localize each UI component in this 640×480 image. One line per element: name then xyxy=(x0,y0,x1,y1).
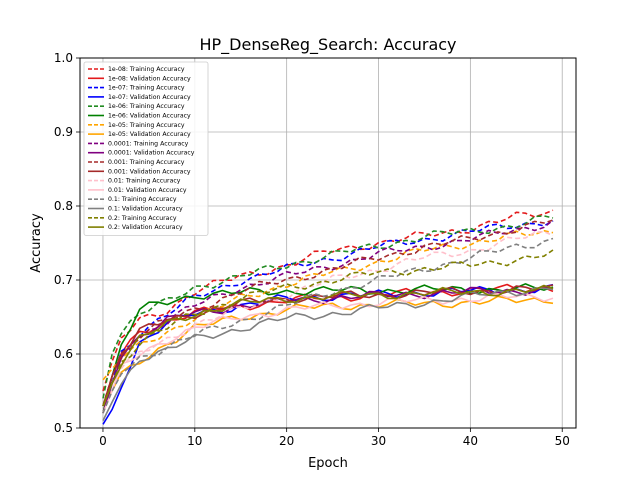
y-tick-label: 1.0 xyxy=(54,51,73,65)
legend-label: 0.01: Training Accuracy xyxy=(108,178,181,185)
x-tick-label: 30 xyxy=(371,434,386,448)
y-tick-label: 0.6 xyxy=(54,347,73,361)
series-line xyxy=(102,215,554,399)
axis-ticks: 0 10 20 30 40 50 0.5 0.6 0.7 0.8 0.9 1.0 xyxy=(54,51,570,448)
series-line xyxy=(102,209,554,392)
x-tick-label: 10 xyxy=(187,434,202,448)
plot-frame xyxy=(79,57,577,429)
series-lines xyxy=(102,209,554,425)
series-line xyxy=(102,229,554,381)
x-tick-label: 40 xyxy=(463,434,478,448)
legend-label: 1e-08: Validation Accuracy xyxy=(108,75,191,82)
legend: 1e-08: Training Accuracy 1e-08: Validatio… xyxy=(83,61,209,236)
legend-label: 0.1: Training Accuracy xyxy=(108,196,177,203)
legend-label: 0.0001: Validation Accuracy xyxy=(108,150,195,157)
y-tick-label: 0.7 xyxy=(54,273,73,287)
series-line xyxy=(102,284,554,407)
series-line xyxy=(102,220,554,414)
legend-label: 1e-08: Training Accuracy xyxy=(108,66,185,73)
y-tick-label: 0.8 xyxy=(54,199,73,213)
chart-title: HP_DenseReg_Search: Accuracy xyxy=(199,35,456,55)
series-line xyxy=(102,292,554,414)
legend-label: 0.0001: Training Accuracy xyxy=(108,140,189,147)
grid xyxy=(80,57,576,429)
legend-label: 1e-06: Training Accuracy xyxy=(108,103,185,110)
legend-label: 0.2: Training Accuracy xyxy=(108,215,177,222)
legend-label: 1e-05: Validation Accuracy xyxy=(108,131,191,138)
legend-label: 0.1: Validation Accuracy xyxy=(108,206,183,213)
series-line xyxy=(102,219,554,407)
y-tick-label: 0.9 xyxy=(54,125,73,139)
y-tick-label: 0.5 xyxy=(54,421,73,435)
series-line xyxy=(102,237,554,414)
series-line xyxy=(102,287,554,421)
x-tick-label: 0 xyxy=(99,434,107,448)
legend-label: 0.001: Training Accuracy xyxy=(108,159,185,166)
legend-label: 1e-07: Training Accuracy xyxy=(108,85,185,92)
y-axis-label: Accuracy xyxy=(29,213,44,273)
legend-label: 0.01: Validation Accuracy xyxy=(108,187,187,194)
legend-label: 0.001: Validation Accuracy xyxy=(108,168,191,175)
legend-label: 1e-06: Validation Accuracy xyxy=(108,113,191,120)
x-tick-label: 20 xyxy=(279,434,294,448)
legend-box xyxy=(83,61,209,236)
legend-label: 1e-05: Training Accuracy xyxy=(108,122,185,129)
series-line xyxy=(102,249,554,407)
x-axis-label: Epoch xyxy=(308,456,348,471)
x-tick-label: 50 xyxy=(555,434,570,448)
series-line xyxy=(102,283,554,414)
legend-label: 0.2: Validation Accuracy xyxy=(108,224,183,231)
legend-label: 1e-07: Validation Accuracy xyxy=(108,94,191,101)
